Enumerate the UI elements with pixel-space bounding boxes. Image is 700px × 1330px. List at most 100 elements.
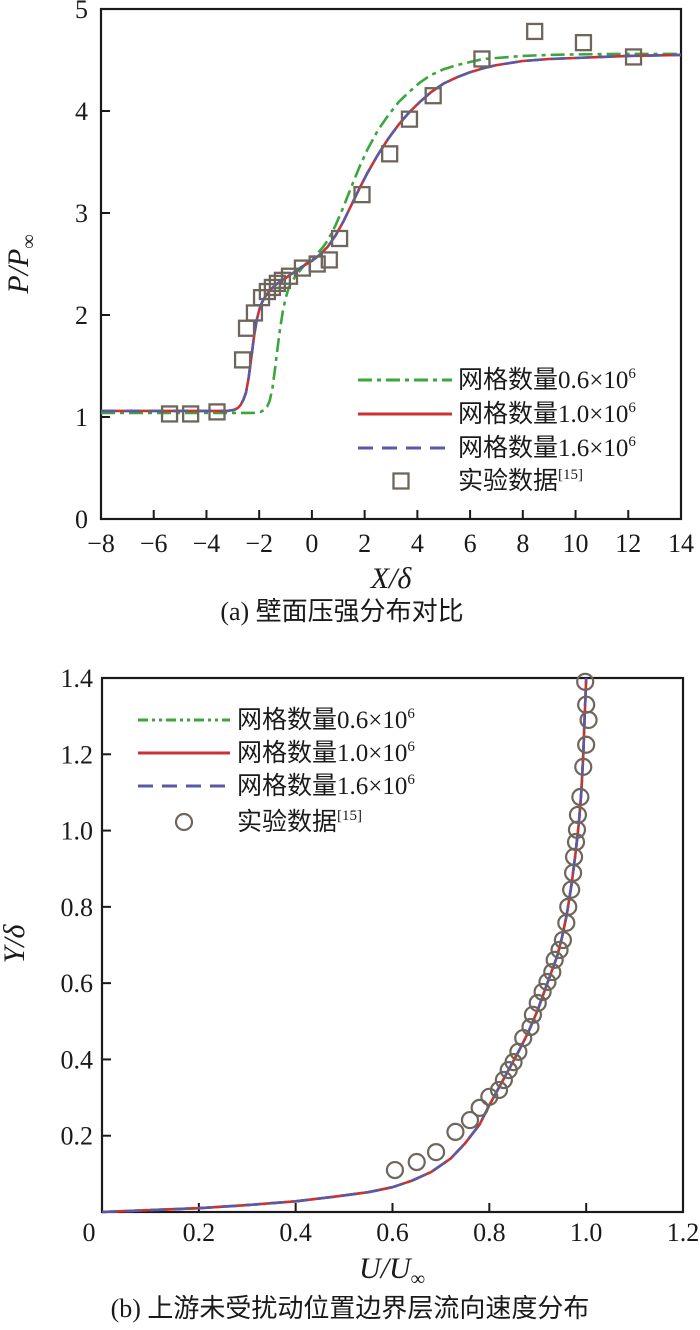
x-tick-label: 0.6 (376, 1218, 409, 1247)
caption-a: (a) 壁面压强分布对比 (220, 597, 463, 626)
data-point-circle (550, 940, 569, 960)
legend-label-experiment: 实验数据[15] (237, 808, 362, 836)
data-point-square (624, 48, 643, 66)
x-tick-label: −2 (245, 529, 273, 558)
data-point-circle (574, 757, 593, 776)
x-tick-label: 4 (411, 529, 424, 558)
legend-b: 网格数量0.6×106 网格数量1.0×106 网格数量1.6×106 实验数据[15… (138, 706, 415, 836)
x-tick-label: 0 (305, 529, 318, 558)
x-tick-label: 10 (563, 529, 589, 558)
x-tick-label: 6 (464, 529, 477, 558)
y-tick-label: 0.2 (61, 1122, 94, 1151)
data-point-circle (407, 1152, 426, 1172)
y-tick-label: 0.4 (61, 1045, 94, 1074)
data-point-square (160, 405, 179, 423)
x-axis-label-a: X/δ (370, 562, 413, 595)
data-point-circle (579, 710, 598, 730)
x-tick-label: 2 (358, 529, 371, 558)
legend-label-grid-1.0M: 网格数量1.0×106 (458, 400, 636, 428)
x-tick-label: 1.2 (667, 1218, 700, 1247)
data-point-circle (577, 695, 596, 714)
legend-a: 网格数量0.6×106 网格数量1.0×106 网格数量1.6×106 实验数据[15… (358, 366, 636, 495)
data-point-square (181, 405, 200, 423)
data-point-circle (494, 1070, 513, 1090)
legend-label-grid-0.6M: 网格数量0.6×106 (237, 706, 415, 734)
data-point-circle (521, 1017, 540, 1037)
series-line-grid-1.0M (101, 53, 682, 413)
data-point-circle (504, 1052, 523, 1072)
legend-label-grid-1.6M: 网格数量1.6×106 (458, 434, 636, 462)
data-point-circle (553, 930, 573, 950)
x-tick-label: −8 (87, 529, 115, 558)
x-tick-label: 0 (83, 1218, 96, 1247)
x-axis-label-b: U/U∞ (359, 1252, 425, 1290)
data-point-square (381, 145, 399, 163)
series-scatter-experiment (160, 22, 643, 423)
series-line-grid-1.6M (101, 677, 588, 1214)
data-point-circle (576, 672, 595, 691)
legend-label-grid-1.0M: 网格数量1.0×106 (237, 739, 415, 767)
x-tick-label: 14 (668, 529, 694, 558)
y-tick-label: 1.4 (61, 664, 94, 693)
data-point-square (252, 289, 271, 307)
data-point-circle (528, 993, 547, 1013)
data-point-square (574, 34, 593, 52)
data-point-square (308, 255, 326, 273)
x-tick-label: −6 (140, 529, 168, 558)
y-tick-label: 1.2 (61, 740, 94, 769)
series-line-grid-1.6M (101, 53, 682, 413)
data-point-circle (545, 950, 564, 969)
data-point-circle (460, 1110, 480, 1130)
x-tick-label: 0.8 (473, 1218, 506, 1247)
y-tick-label: 4 (75, 97, 88, 126)
data-point-square (353, 185, 371, 204)
y-tick-label: 0 (75, 505, 88, 534)
y-tick-label: 0.6 (61, 969, 94, 998)
x-tick-label: 1.0 (570, 1218, 603, 1247)
data-point-circle (533, 982, 552, 1002)
legend-label-grid-0.6M: 网格数量0.6×106 (458, 366, 636, 394)
data-point-circle (568, 805, 588, 825)
data-point-circle (523, 1005, 543, 1024)
data-point-circle (426, 1143, 446, 1162)
chart-a-plot: −8 −6 −4 −2 0 2 4 6 8 10 12 14012345X/δP/P∞网格数量0.6×… (2, 0, 694, 595)
y-tick-label: 2 (75, 301, 88, 330)
y-tick-label: 0.8 (61, 893, 94, 922)
data-point-circle (543, 962, 562, 982)
data-point-circle (538, 972, 557, 992)
legend-label-experiment: 实验数据[15] (458, 467, 583, 495)
data-point-circle (489, 1080, 509, 1100)
series-scatter-experiment (385, 672, 598, 1180)
caption-b: (b) 上游未受扰动位置边界层流向速度分布 (111, 1294, 590, 1323)
x-tick-label: 0.2 (183, 1218, 216, 1247)
data-point-square (424, 87, 442, 105)
data-point-circle (566, 832, 586, 852)
chart-b-plot: 0 0.2 0.4 0.6 0.8 1.0 1.2 0.2 0.4 0.6 0.8 1.0 1.2 1.4… (0, 664, 699, 1290)
y-tick-label: 1.0 (61, 817, 94, 846)
x-tick-label: −4 (193, 529, 221, 558)
data-point-square (233, 351, 252, 369)
plot-frame-a (99, 7, 683, 521)
x-tick-label: 0.4 (279, 1218, 312, 1247)
legend-label-grid-1.6M: 网格数量1.6×106 (237, 772, 415, 800)
data-point-square (526, 22, 544, 41)
data-point-square (237, 319, 256, 337)
legend-marker-square (392, 472, 410, 490)
data-point-circle (559, 897, 578, 916)
x-tick-label: 8 (516, 529, 529, 558)
y-tick-label: 3 (75, 199, 88, 228)
data-point-square (473, 50, 491, 68)
y-tick-label: 5 (75, 0, 88, 24)
data-point-circle (571, 787, 590, 807)
data-point-circle (577, 735, 596, 754)
data-point-square (330, 229, 349, 248)
y-axis-label-b: Y/δ (0, 923, 31, 963)
y-axis-label-a: P/P∞ (2, 234, 40, 294)
data-point-square (400, 110, 419, 128)
y-tick-label: 1 (75, 403, 88, 432)
data-point-circle (470, 1098, 489, 1117)
legend-marker-circle (174, 812, 194, 832)
data-point-circle (446, 1122, 465, 1142)
